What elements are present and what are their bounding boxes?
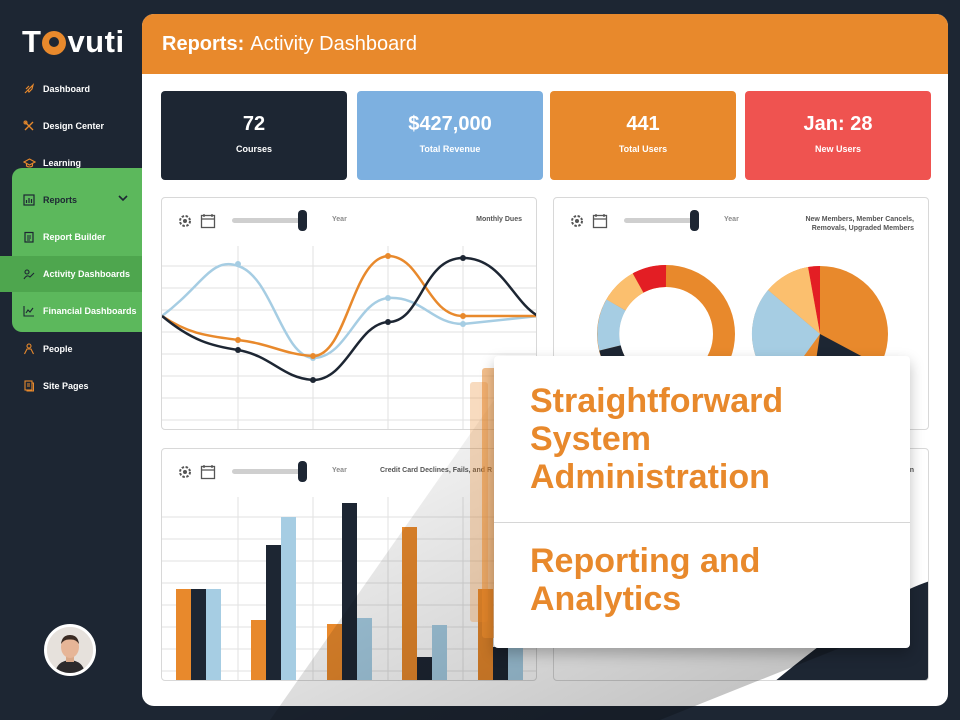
panel-title: n (909, 467, 914, 474)
year-slider-track[interactable] (232, 218, 304, 223)
header-section: Reports: (162, 32, 245, 55)
sidebar-item-activity-dashboards[interactable]: Activity Dashboards (0, 256, 142, 292)
year-slider-handle[interactable] (298, 461, 307, 482)
stat-label: Total Users (618, 144, 668, 154)
slider-label: Year (724, 216, 739, 223)
graduation-cap-icon (22, 156, 36, 170)
sidebar-item-label: Financial Dashboards (43, 306, 137, 316)
year-slider-handle[interactable] (298, 210, 307, 231)
logo-o-icon (42, 31, 67, 55)
calendar-icon[interactable] (592, 213, 608, 229)
sidebar-item-reports[interactable]: Reports (0, 182, 142, 218)
stat-card-total-revenue[interactable]: $427,000 Total Revenue (357, 91, 543, 180)
callout-heading-line-3: Administration (530, 458, 770, 496)
sidebar-item-label: Report Builder (43, 232, 106, 242)
rocket-icon (22, 82, 36, 96)
year-slider-handle[interactable] (690, 210, 699, 231)
sidebar-item-site-pages[interactable]: Site Pages (0, 368, 142, 404)
sidebar-item-label: Design Center (43, 121, 105, 131)
slider-label: Year (332, 216, 347, 223)
sidebar-item-label: Activity Dashboards (43, 269, 131, 279)
callout-subheading-line-2: Analytics (530, 580, 682, 618)
panel-toolbar: Year Credit Card Declines, Fails, and R (176, 461, 522, 483)
gear-icon[interactable] (176, 463, 194, 481)
panel-monthly-dues: Year Monthly Dues (161, 197, 537, 430)
line-chart (162, 246, 536, 429)
page-header: Reports: Activity Dashboard (142, 14, 948, 74)
reports-group: Reports Report Builder Activity Dashboar… (0, 168, 142, 332)
stat-card-total-users[interactable]: 441 Total Users (550, 91, 736, 180)
callout-heading-line-2: System (530, 420, 651, 458)
stat-card-courses[interactable]: 72 Courses (161, 91, 347, 180)
page-title: Activity Dashboard (250, 32, 417, 55)
user-avatar-icon (47, 627, 93, 673)
year-slider-track[interactable] (624, 218, 696, 223)
sidebar-item-people[interactable]: People (0, 331, 142, 367)
stat-label: Total Revenue (419, 144, 481, 154)
slider-label: Year (332, 467, 347, 474)
stat-label: New Users (814, 144, 862, 154)
clipboard-icon (22, 230, 36, 244)
callout-subheading-line-1: Reporting and (530, 542, 761, 580)
year-slider-track[interactable] (232, 469, 304, 474)
calendar-icon[interactable] (200, 464, 216, 480)
sidebar-item-design-center[interactable]: Design Center (0, 108, 142, 144)
stat-value: 72 (242, 113, 266, 135)
sidebar-item-learning[interactable]: Learning (0, 145, 142, 181)
line-chart-icon (22, 304, 36, 318)
sidebar-item-label: Site Pages (43, 381, 89, 391)
sidebar-item-financial-dashboards[interactable]: Financial Dashboards (0, 293, 142, 329)
feature-callout: Straightforward System Administration Re… (494, 356, 910, 648)
panel-title: Credit Card Declines, Fails, and R (379, 467, 492, 474)
avatar[interactable] (44, 624, 96, 676)
stat-card-new-users[interactable]: Jan: 28 New Users (745, 91, 931, 180)
activity-icon (22, 267, 36, 281)
stat-value: Jan: 28 (803, 113, 873, 135)
people-icon (22, 342, 36, 356)
calendar-icon[interactable] (200, 213, 216, 229)
sidebar-item-label: Dashboard (43, 84, 91, 94)
sidebar-item-report-builder[interactable]: Report Builder (0, 219, 142, 255)
pages-icon (22, 379, 36, 393)
tools-icon (22, 119, 36, 133)
series-line-orange (162, 254, 536, 358)
report-icon (22, 193, 36, 207)
stat-label: Courses (235, 144, 272, 154)
panel-title: New Members, Member Cancels, Removals, Up… (805, 216, 914, 232)
data-points (235, 253, 466, 383)
sidebar-item-dashboard[interactable]: Dashboard (0, 71, 142, 107)
panel-toolbar: Year New Members, Member Cancels, Removal… (568, 210, 914, 232)
sidebar-item-label: Learning (43, 158, 82, 168)
callout-divider (494, 522, 910, 523)
panel-title: Monthly Dues (476, 216, 522, 223)
gear-icon[interactable] (176, 212, 194, 230)
sidebar-item-label: Reports (43, 195, 78, 205)
stat-value: $427,000 (408, 113, 492, 135)
gear-icon[interactable] (568, 212, 586, 230)
callout-heading-line-1: Straightforward (530, 382, 784, 420)
panel-toolbar: Year Monthly Dues (176, 210, 522, 232)
chevron-down-icon[interactable] (118, 194, 128, 204)
stat-value: 441 (626, 113, 660, 135)
sidebar-item-label: People (43, 344, 73, 354)
